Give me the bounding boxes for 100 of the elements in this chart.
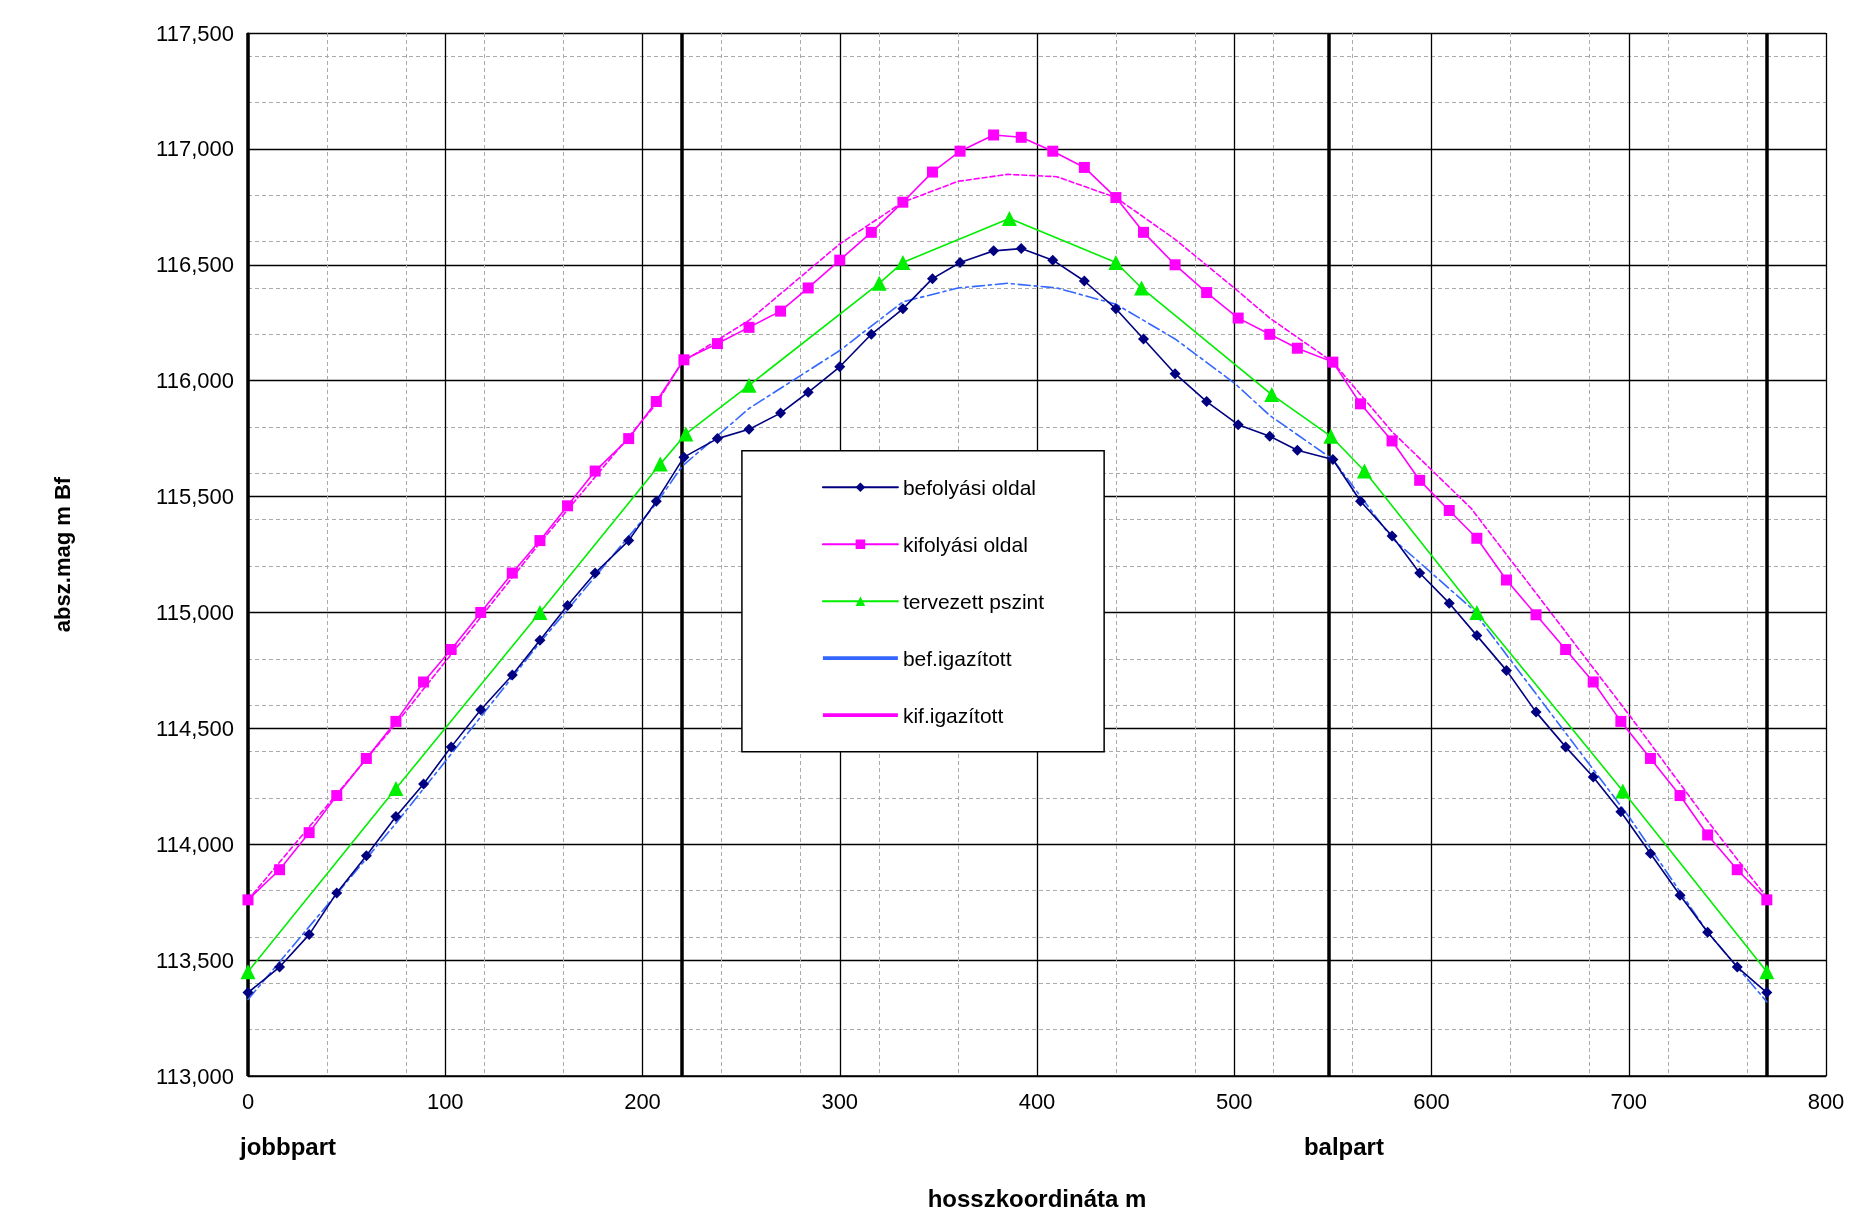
point [1169, 259, 1181, 271]
point [1471, 532, 1483, 544]
point [802, 282, 814, 294]
point [1015, 243, 1027, 255]
point [1414, 474, 1426, 486]
point [1471, 630, 1483, 642]
point [1560, 644, 1572, 656]
point [445, 644, 457, 656]
legend-label: befolyási oldal [902, 475, 1036, 499]
point [1354, 495, 1366, 507]
point [475, 704, 487, 716]
point [331, 887, 343, 899]
point [1264, 328, 1276, 340]
point [506, 567, 518, 579]
point [652, 456, 668, 472]
x-tick-label: 100 [426, 1088, 464, 1114]
point [1443, 504, 1455, 516]
legend-label: kif.igazított [902, 703, 1004, 727]
y-tick-label: 113,000 [156, 1063, 234, 1089]
point [897, 303, 909, 315]
point [650, 495, 662, 507]
point [1291, 444, 1303, 456]
point [1761, 894, 1773, 906]
legend-label: kifolyási oldal [902, 532, 1028, 556]
point [532, 604, 548, 620]
point [1327, 356, 1339, 368]
point [650, 396, 662, 408]
point [1078, 275, 1090, 287]
point [623, 535, 635, 547]
point [1264, 430, 1276, 442]
point [1615, 715, 1627, 727]
point [711, 433, 723, 445]
point [1232, 419, 1244, 431]
point [954, 256, 966, 268]
point [388, 781, 404, 797]
point [589, 465, 601, 477]
point [418, 778, 430, 790]
point [242, 987, 254, 999]
point [1469, 604, 1485, 620]
point [1500, 574, 1512, 586]
y-tick-label: 114,000 [156, 831, 234, 857]
point [562, 500, 574, 512]
point [1138, 226, 1150, 238]
x-tick-label: 600 [1413, 1088, 1450, 1114]
point [274, 864, 286, 876]
point [1201, 287, 1213, 299]
x-tick-label: 800 [1807, 1088, 1845, 1114]
point [741, 377, 757, 393]
point [1232, 312, 1244, 324]
point [1530, 706, 1542, 718]
point [1108, 254, 1124, 270]
point [1047, 145, 1059, 157]
point [926, 166, 938, 178]
point [865, 226, 877, 238]
point [678, 426, 694, 442]
point [390, 810, 402, 822]
point [834, 254, 846, 266]
point [1386, 435, 1398, 447]
point [1674, 889, 1686, 901]
point [1291, 342, 1303, 354]
y-tick-label: 113,500 [156, 947, 234, 973]
point [1323, 428, 1339, 444]
point [1015, 131, 1027, 143]
point [1615, 783, 1631, 799]
y-tick-label: 114,500 [156, 715, 234, 741]
point [926, 273, 938, 285]
point [711, 338, 723, 350]
point [802, 386, 814, 398]
point [1386, 530, 1398, 542]
point [1761, 987, 1773, 999]
x-tick-label: 500 [1215, 1088, 1253, 1114]
point [678, 354, 690, 366]
point [1731, 961, 1743, 973]
y-tick-label: 117,500 [156, 20, 234, 46]
point [1078, 161, 1090, 173]
point [1702, 829, 1714, 841]
ref-line-label: balpart [1303, 1132, 1384, 1160]
point [897, 196, 909, 208]
y-tick-label: 116,500 [156, 252, 234, 278]
point [303, 827, 315, 839]
y-tick-label: 115,500 [156, 484, 234, 510]
point [623, 433, 635, 445]
legend-label: tervezett pszint [902, 589, 1045, 613]
point [390, 715, 402, 727]
point [895, 254, 911, 270]
point [1702, 926, 1714, 938]
point [1327, 453, 1339, 465]
point [1500, 664, 1512, 676]
point [1169, 368, 1181, 380]
point [1134, 280, 1150, 296]
point [988, 129, 1000, 141]
point [1674, 790, 1686, 802]
point [1264, 387, 1280, 403]
point [331, 790, 343, 802]
point [242, 894, 254, 906]
point [1644, 847, 1656, 859]
x-tick-label: 200 [624, 1088, 661, 1114]
legend-label: bef.igazított [902, 646, 1012, 670]
point [1731, 864, 1743, 876]
point [743, 321, 755, 333]
